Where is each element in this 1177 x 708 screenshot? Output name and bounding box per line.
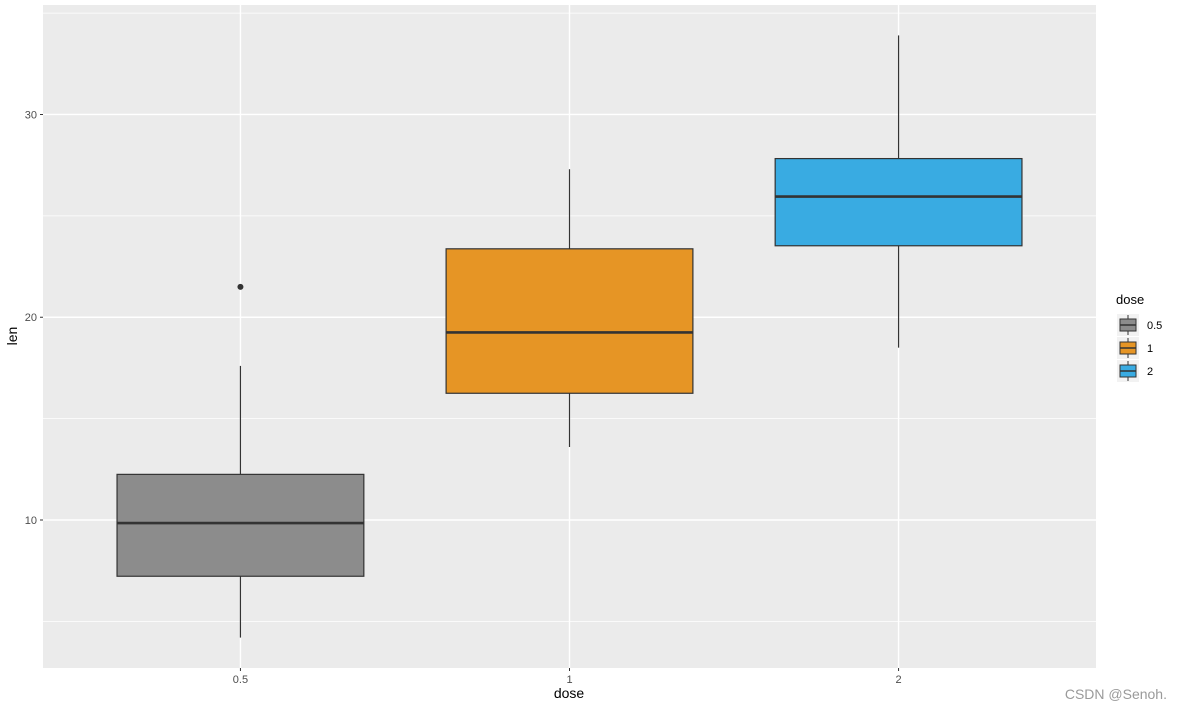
legend-label: 0.5 — [1147, 320, 1162, 332]
box-0.5 — [116, 283, 365, 638]
legend: dose 0.5 1 2 — [1116, 292, 1162, 382]
box-iqr — [116, 473, 365, 577]
y-tick-label: 30 — [25, 109, 37, 121]
legend-item-2: 2 — [1117, 360, 1153, 382]
x-tick-label: 2 — [896, 674, 902, 686]
legend-label: 1 — [1147, 343, 1153, 355]
box-2 — [774, 35, 1023, 348]
y-tick-label: 20 — [25, 312, 37, 324]
axes: 10 20 30 0.5 1 2 — [25, 109, 902, 686]
watermark: CSDN @Senoh. — [1064, 686, 1167, 702]
legend-label: 2 — [1147, 366, 1153, 378]
box-1 — [445, 169, 694, 447]
legend-item-0.5: 0.5 — [1117, 314, 1162, 336]
x-tick-label: 1 — [566, 674, 572, 686]
y-tick-label: 10 — [25, 515, 37, 527]
legend-item-1: 1 — [1117, 337, 1153, 359]
boxes — [116, 35, 1023, 638]
legend-title: dose — [1116, 292, 1144, 307]
box-iqr — [774, 157, 1023, 247]
box-iqr — [445, 248, 694, 394]
x-tick-label: 0.5 — [233, 674, 248, 686]
outlier-point — [237, 283, 244, 290]
x-axis-title: dose — [554, 685, 585, 701]
y-axis-title: len — [4, 327, 20, 346]
